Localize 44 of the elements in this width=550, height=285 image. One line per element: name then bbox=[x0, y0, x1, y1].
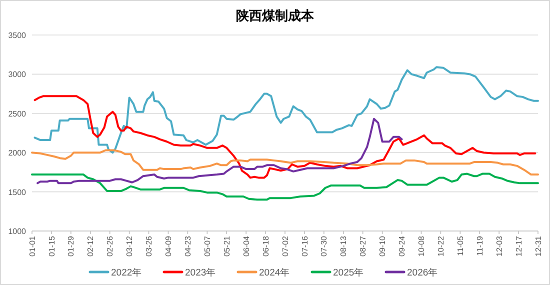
x-tick-label: 11-05 bbox=[456, 235, 465, 256]
x-tick-label: 08-27 bbox=[358, 235, 368, 256]
x-tick-label: 07-16 bbox=[300, 235, 310, 256]
line-series bbox=[31, 149, 539, 176]
legend-label: 2023年 bbox=[185, 266, 216, 278]
x-tick-label: 11-19 bbox=[475, 235, 484, 256]
x-tick-label: 12-03 bbox=[494, 235, 504, 256]
x-tick-label: 12-31 bbox=[534, 235, 543, 256]
chart-title: 陕西煤制成本 bbox=[236, 8, 315, 23]
y-tick-label: 1000 bbox=[8, 227, 27, 236]
x-tick-label: 08-13 bbox=[339, 235, 348, 256]
x-tick-label: 12-17 bbox=[514, 235, 524, 256]
x-tick-label: 02-26 bbox=[106, 235, 115, 256]
x-tick-label: 09-10 bbox=[378, 235, 388, 256]
x-tick-label: 03-12 bbox=[125, 235, 134, 256]
line-series bbox=[31, 172, 539, 201]
x-tick-label: 02-12 bbox=[86, 235, 96, 256]
x-tick-label: 04-23 bbox=[183, 235, 192, 256]
y-tick-label: 2000 bbox=[8, 148, 27, 158]
x-tick-label: 05-21 bbox=[222, 235, 232, 256]
x-tick-label: 06-04 bbox=[242, 235, 251, 256]
y-tick-label: 3000 bbox=[8, 70, 27, 80]
legend-label: 2024年 bbox=[259, 266, 290, 278]
legend-label: 2025年 bbox=[333, 266, 364, 278]
x-tick-label: 01-29 bbox=[66, 235, 76, 256]
y-tick-label: 3500 bbox=[8, 31, 27, 40]
x-tick-label: 10-08 bbox=[417, 235, 426, 256]
x-tick-label: 06-18 bbox=[261, 235, 270, 256]
x-tick-label: 07-30 bbox=[320, 235, 329, 256]
x-tick-label: 01-15 bbox=[47, 235, 56, 256]
y-tick-label: 2500 bbox=[8, 109, 27, 118]
legend-label: 2022年 bbox=[111, 266, 142, 278]
legend-label: 2026年 bbox=[407, 266, 438, 278]
x-tick-label: 01-01 bbox=[28, 235, 37, 256]
x-tick-label: 07-02 bbox=[280, 235, 290, 256]
y-tick-label: 1500 bbox=[8, 188, 27, 197]
x-tick-label: 05-07 bbox=[202, 235, 212, 256]
x-tick-label: 04-09 bbox=[164, 235, 174, 256]
line-series bbox=[34, 66, 539, 154]
x-tick-label: 03-26 bbox=[144, 235, 154, 256]
line-series bbox=[34, 95, 536, 179]
line-series bbox=[36, 118, 403, 184]
x-tick-label: 09-24 bbox=[398, 235, 407, 256]
x-tick-label: 10-22 bbox=[436, 235, 446, 256]
